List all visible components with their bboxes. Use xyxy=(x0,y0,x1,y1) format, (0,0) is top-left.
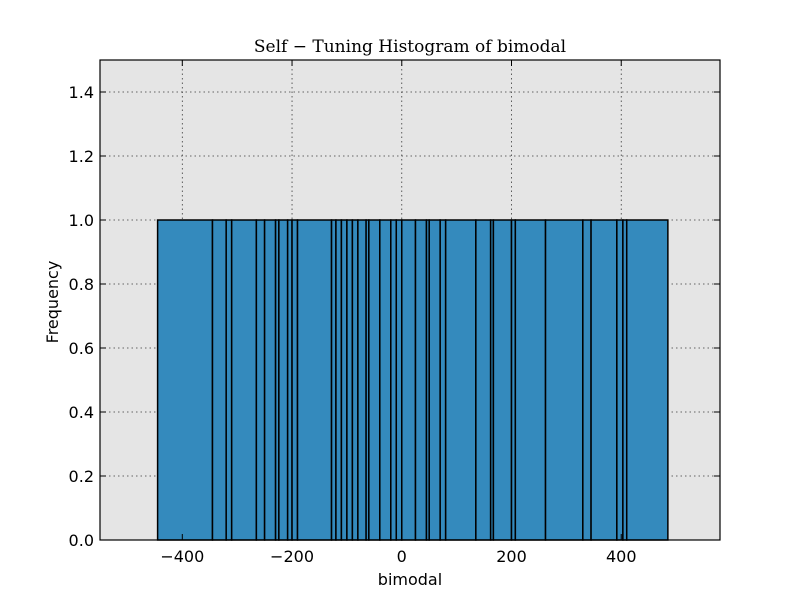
histogram-bar xyxy=(414,219,428,541)
x-tick-labels: −400 −200 0 200 400 xyxy=(160,547,636,566)
histogram-bar xyxy=(346,219,354,541)
histogram-bar xyxy=(590,219,618,541)
histogram-bar xyxy=(340,219,348,541)
histogram-bar xyxy=(211,219,227,541)
y-tick-label: 0.6 xyxy=(69,339,94,358)
histogram-bar xyxy=(514,219,547,541)
chart-title: Self − Tuning Histogram of bimodal xyxy=(254,37,566,57)
histogram-bar xyxy=(401,219,417,541)
histogram-bar xyxy=(492,219,513,541)
histogram-bar xyxy=(357,219,367,541)
plot-frame xyxy=(99,59,721,541)
histogram-bar xyxy=(263,219,277,541)
axis-ticks xyxy=(100,60,720,541)
histogram-bar xyxy=(255,219,266,541)
histogram-bar xyxy=(475,219,492,541)
y-axis-label: Frequency xyxy=(43,261,62,344)
histogram-bar xyxy=(368,219,381,541)
y-tick-label: 1.4 xyxy=(69,83,94,102)
histogram-bar xyxy=(351,219,359,541)
histogram-bar xyxy=(335,219,343,541)
histogram-bars xyxy=(156,219,669,541)
histogram-bar xyxy=(296,219,333,541)
histogram-bar xyxy=(278,219,289,541)
histogram-bar xyxy=(395,219,403,541)
y-tick-label: 0.2 xyxy=(69,467,94,486)
histogram-bar xyxy=(156,219,214,541)
x-axis-label: bimodal xyxy=(378,570,442,589)
y-tick-label: 0.0 xyxy=(69,531,94,550)
x-tick-label: 0 xyxy=(397,547,407,566)
histogram-bar xyxy=(544,219,584,541)
y-tick-labels: 0.0 0.2 0.4 0.6 0.8 1.0 1.2 1.4 xyxy=(69,83,94,550)
x-tick-label: −200 xyxy=(270,547,314,566)
y-tick-label: 0.4 xyxy=(69,403,94,422)
histogram-bar xyxy=(582,219,592,541)
histogram-bar xyxy=(291,219,299,541)
x-tick-label: 200 xyxy=(496,547,527,566)
histogram-bar xyxy=(444,219,477,541)
x-tick-label: 400 xyxy=(606,547,637,566)
histogram-bar xyxy=(379,219,392,541)
histogram-bar xyxy=(390,219,398,541)
histogram-bar xyxy=(616,219,624,541)
histogram-bar xyxy=(439,219,447,541)
y-tick-label: 1.2 xyxy=(69,147,94,166)
histogram-bar xyxy=(225,219,233,541)
y-tick-label: 1.0 xyxy=(69,211,94,230)
histogram-bar xyxy=(230,219,258,541)
y-tick-label: 0.8 xyxy=(69,275,94,294)
histogram-bar xyxy=(625,219,669,541)
histogram-bar xyxy=(428,219,441,541)
x-tick-label: −400 xyxy=(160,547,204,566)
